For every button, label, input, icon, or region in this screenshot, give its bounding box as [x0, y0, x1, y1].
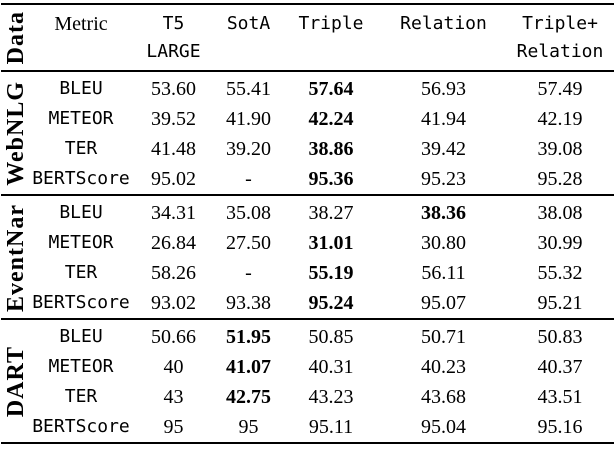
bottom-rule [1, 441, 614, 444]
dataset-label-cell: DART [1, 322, 31, 442]
value-cell: 57.49 [537, 77, 583, 100]
value-cell: 95.21 [537, 291, 583, 314]
value-cell: 43.68 [421, 385, 466, 408]
value-cell: 42.19 [537, 107, 583, 130]
value-cell: 93.02 [151, 291, 196, 314]
value-cell: 50.71 [421, 325, 466, 348]
value-cell: 56.93 [421, 77, 466, 100]
value-cell: 40 [163, 355, 184, 378]
value-cell: 95 [163, 415, 184, 438]
value-cell: 50.83 [537, 325, 583, 348]
value-cell: 43.23 [308, 385, 354, 408]
metric-cell: TER [64, 137, 98, 159]
table-header: Data Metric T5 SotA Triple Relation Trip… [1, 5, 614, 70]
col-header-triple-relation-line2: Relation [516, 41, 604, 62]
value-cell: 95.04 [421, 415, 466, 438]
value-cell: 55.32 [537, 261, 583, 284]
value-cell: 95.11 [308, 415, 354, 438]
value-cell: 39.08 [537, 137, 583, 160]
value-cell: 43 [163, 385, 184, 408]
value-cell-best: 38.36 [421, 201, 466, 224]
value-cell: - [245, 167, 252, 190]
value-cell: 30.80 [421, 231, 466, 254]
section-webnlg: WebNLG BLEU 53.60 55.41 57.64 56.93 57.4… [1, 72, 614, 194]
value-cell: 41.94 [421, 107, 466, 130]
col-header-metric: Metric [54, 13, 108, 35]
col-header-triple-relation-line1: Triple+ [522, 13, 598, 34]
top-rule [1, 3, 614, 5]
metric-cell: BLEU [59, 77, 103, 99]
value-cell: 38.08 [537, 201, 583, 224]
metric-cell: TER [64, 261, 98, 283]
data-column-label: Data [2, 11, 29, 65]
value-cell: 35.08 [226, 201, 271, 224]
value-cell: 43.51 [537, 385, 583, 408]
metric-cell: BERTScore [32, 415, 130, 437]
value-cell: 55.41 [226, 77, 271, 100]
value-cell: 95.02 [151, 167, 196, 190]
dataset-label-eventnar: EventNar [2, 203, 29, 312]
metric-cell: METEOR [48, 355, 114, 377]
dataset-label-webnlg: WebNLG [2, 81, 29, 186]
value-cell: 30.99 [537, 231, 583, 254]
value-cell: 26.84 [151, 231, 196, 254]
value-cell: 40.37 [537, 355, 583, 378]
value-cell: 39.52 [151, 107, 196, 130]
value-cell: 53.60 [151, 77, 196, 100]
metric-cell: BLEU [59, 201, 103, 223]
col-header-sota: SotA [226, 13, 271, 34]
value-cell-best: 41.07 [226, 355, 271, 378]
metric-cell: TER [64, 385, 98, 407]
data-column-header-cell: Data [1, 10, 31, 66]
value-cell: 50.85 [308, 325, 354, 348]
value-cell: 95 [238, 415, 259, 438]
value-cell-best: 57.64 [308, 77, 354, 100]
value-cell: 93.38 [226, 291, 271, 314]
value-cell-best: 51.95 [226, 325, 271, 348]
value-cell: 95.07 [421, 291, 466, 314]
value-cell: 27.50 [226, 231, 271, 254]
metric-cell: METEOR [48, 231, 114, 253]
value-cell: 41.48 [151, 137, 196, 160]
section-eventnar: EventNar BLEU 34.31 35.08 38.27 38.36 38… [1, 196, 614, 318]
value-cell-best: 38.86 [308, 137, 354, 160]
section-dart: DART BLEU 50.66 51.95 50.85 50.71 50.83 … [1, 320, 614, 442]
value-cell: 95.16 [537, 415, 583, 438]
value-cell: 39.42 [421, 137, 466, 160]
col-header-relation: Relation [400, 13, 487, 34]
col-header-triple: Triple [298, 13, 364, 34]
value-cell: 40.31 [308, 355, 354, 378]
results-table: Data Metric T5 SotA Triple Relation Trip… [1, 0, 614, 444]
metric-cell: BERTScore [32, 167, 130, 189]
section-rule [1, 317, 614, 320]
value-cell-best: 95.36 [308, 167, 354, 190]
value-cell: 95.28 [537, 167, 583, 190]
value-cell: - [245, 261, 252, 284]
header-rule [1, 70, 614, 72]
value-cell: 95.23 [421, 167, 466, 190]
value-cell: 38.27 [308, 201, 354, 224]
value-cell: 58.26 [151, 261, 196, 284]
metric-cell: BLEU [59, 325, 103, 347]
dataset-label-cell: EventNar [1, 198, 31, 318]
metric-cell: METEOR [48, 107, 114, 129]
metric-cell: BERTScore [32, 291, 130, 313]
value-cell: 40.23 [421, 355, 466, 378]
value-cell: 56.11 [421, 261, 466, 284]
value-cell-best: 31.01 [308, 231, 354, 254]
dataset-label-dart: DART [2, 345, 29, 418]
value-cell: 39.20 [226, 137, 271, 160]
dataset-label-cell: WebNLG [1, 74, 31, 194]
value-cell-best: 95.24 [308, 291, 354, 314]
col-header-t5: T5 [162, 13, 185, 34]
value-cell: 34.31 [151, 201, 196, 224]
value-cell: 50.66 [151, 325, 196, 348]
value-cell: 41.90 [226, 107, 271, 130]
value-cell-best: 42.75 [226, 385, 271, 408]
section-rule [1, 193, 614, 196]
col-header-t5-line2: LARGE [146, 41, 201, 62]
value-cell-best: 55.19 [308, 261, 354, 284]
value-cell-best: 42.24 [308, 107, 354, 130]
